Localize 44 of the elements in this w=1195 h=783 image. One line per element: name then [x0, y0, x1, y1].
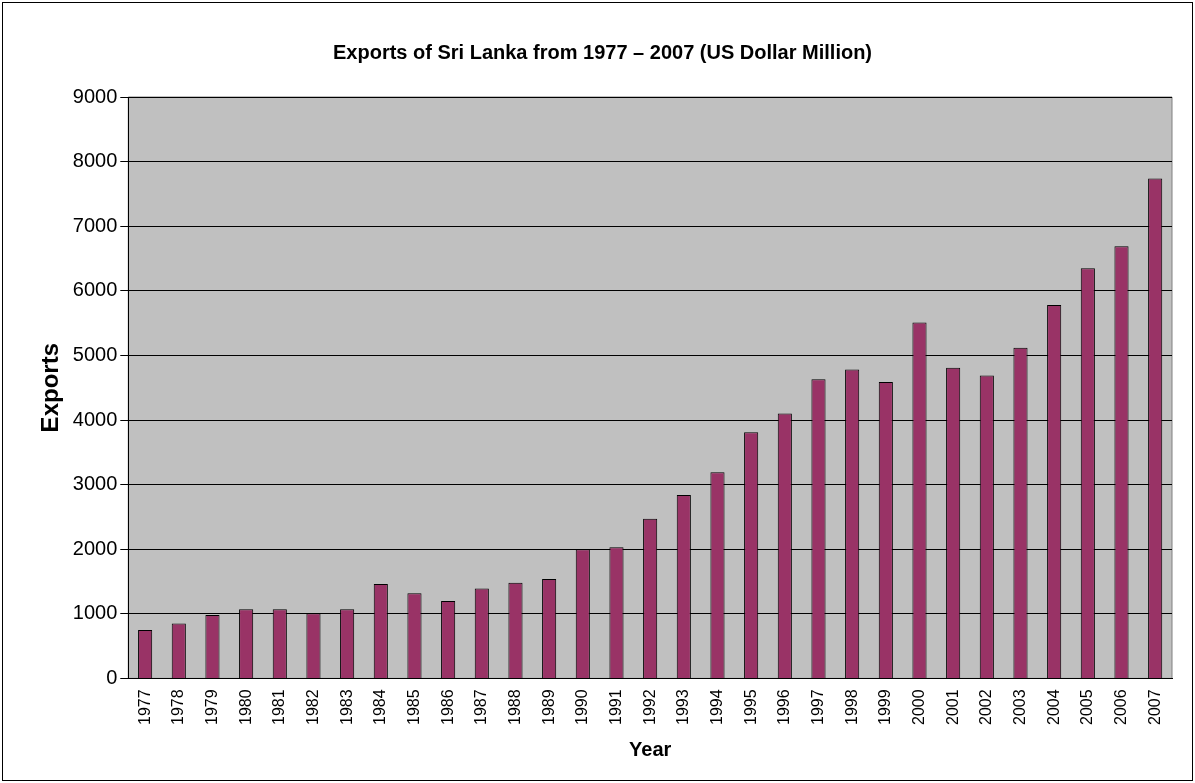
- y-tick-label: 9000: [72, 84, 118, 107]
- x-tick-label: 1991: [606, 689, 624, 725]
- x-tick-label: 2007: [1145, 689, 1163, 725]
- x-tick-label: 1998: [842, 689, 860, 725]
- x-axis-title: Year: [629, 737, 672, 760]
- x-tick-label: 1995: [741, 689, 759, 725]
- x-tick-label: 2004: [1044, 689, 1062, 725]
- x-tick-label: 1989: [539, 689, 557, 725]
- x-tick-label: 1990: [573, 689, 591, 725]
- x-tick-label: 1993: [674, 689, 692, 725]
- x-tick-label: 1987: [472, 689, 490, 725]
- y-tick-label: 7000: [72, 213, 118, 236]
- x-tick-label: 1999: [876, 689, 894, 725]
- y-tick-label: 6000: [72, 278, 118, 301]
- x-tick-label: 1984: [371, 689, 389, 725]
- x-tick-label: 1981: [270, 689, 288, 725]
- y-tick-label: 0: [106, 665, 118, 688]
- y-tick-label: 3000: [72, 472, 118, 495]
- x-tick-label: 2003: [1010, 689, 1028, 725]
- x-tick-label: 1988: [505, 689, 523, 725]
- x-tick-label: 2000: [909, 689, 927, 725]
- y-tick-label: 5000: [72, 342, 118, 365]
- x-tick-label: 1986: [438, 689, 456, 725]
- x-tick-label: 1994: [707, 689, 725, 725]
- y-axis-title: Exports: [36, 343, 64, 433]
- x-tick-label: 1997: [808, 689, 826, 725]
- x-tick-label: 1982: [303, 689, 321, 725]
- y-tick-label: 8000: [72, 149, 118, 172]
- x-tick-label: 1992: [640, 689, 658, 725]
- x-tick-label: 2002: [977, 689, 995, 725]
- x-tick-label: 1996: [775, 689, 793, 725]
- x-tick-label: 1980: [236, 689, 254, 725]
- x-tick-label: 1978: [169, 689, 187, 725]
- x-tick-label: 1983: [337, 689, 355, 725]
- x-tick-label: 2005: [1078, 689, 1096, 725]
- y-tick-label: 4000: [72, 407, 118, 430]
- x-tick-label: 2006: [1111, 689, 1129, 725]
- x-tick-label: 2001: [943, 689, 961, 725]
- x-tick-label: 1979: [202, 689, 220, 725]
- x-tick-label: 1985: [404, 689, 422, 725]
- y-tick-label: 2000: [72, 536, 118, 559]
- chart-title: Exports of Sri Lanka from 1977 – 2007 (US Dollar Million): [332, 40, 873, 63]
- y-tick-label: 1000: [72, 601, 118, 624]
- x-tick-label: 1977: [135, 689, 153, 725]
